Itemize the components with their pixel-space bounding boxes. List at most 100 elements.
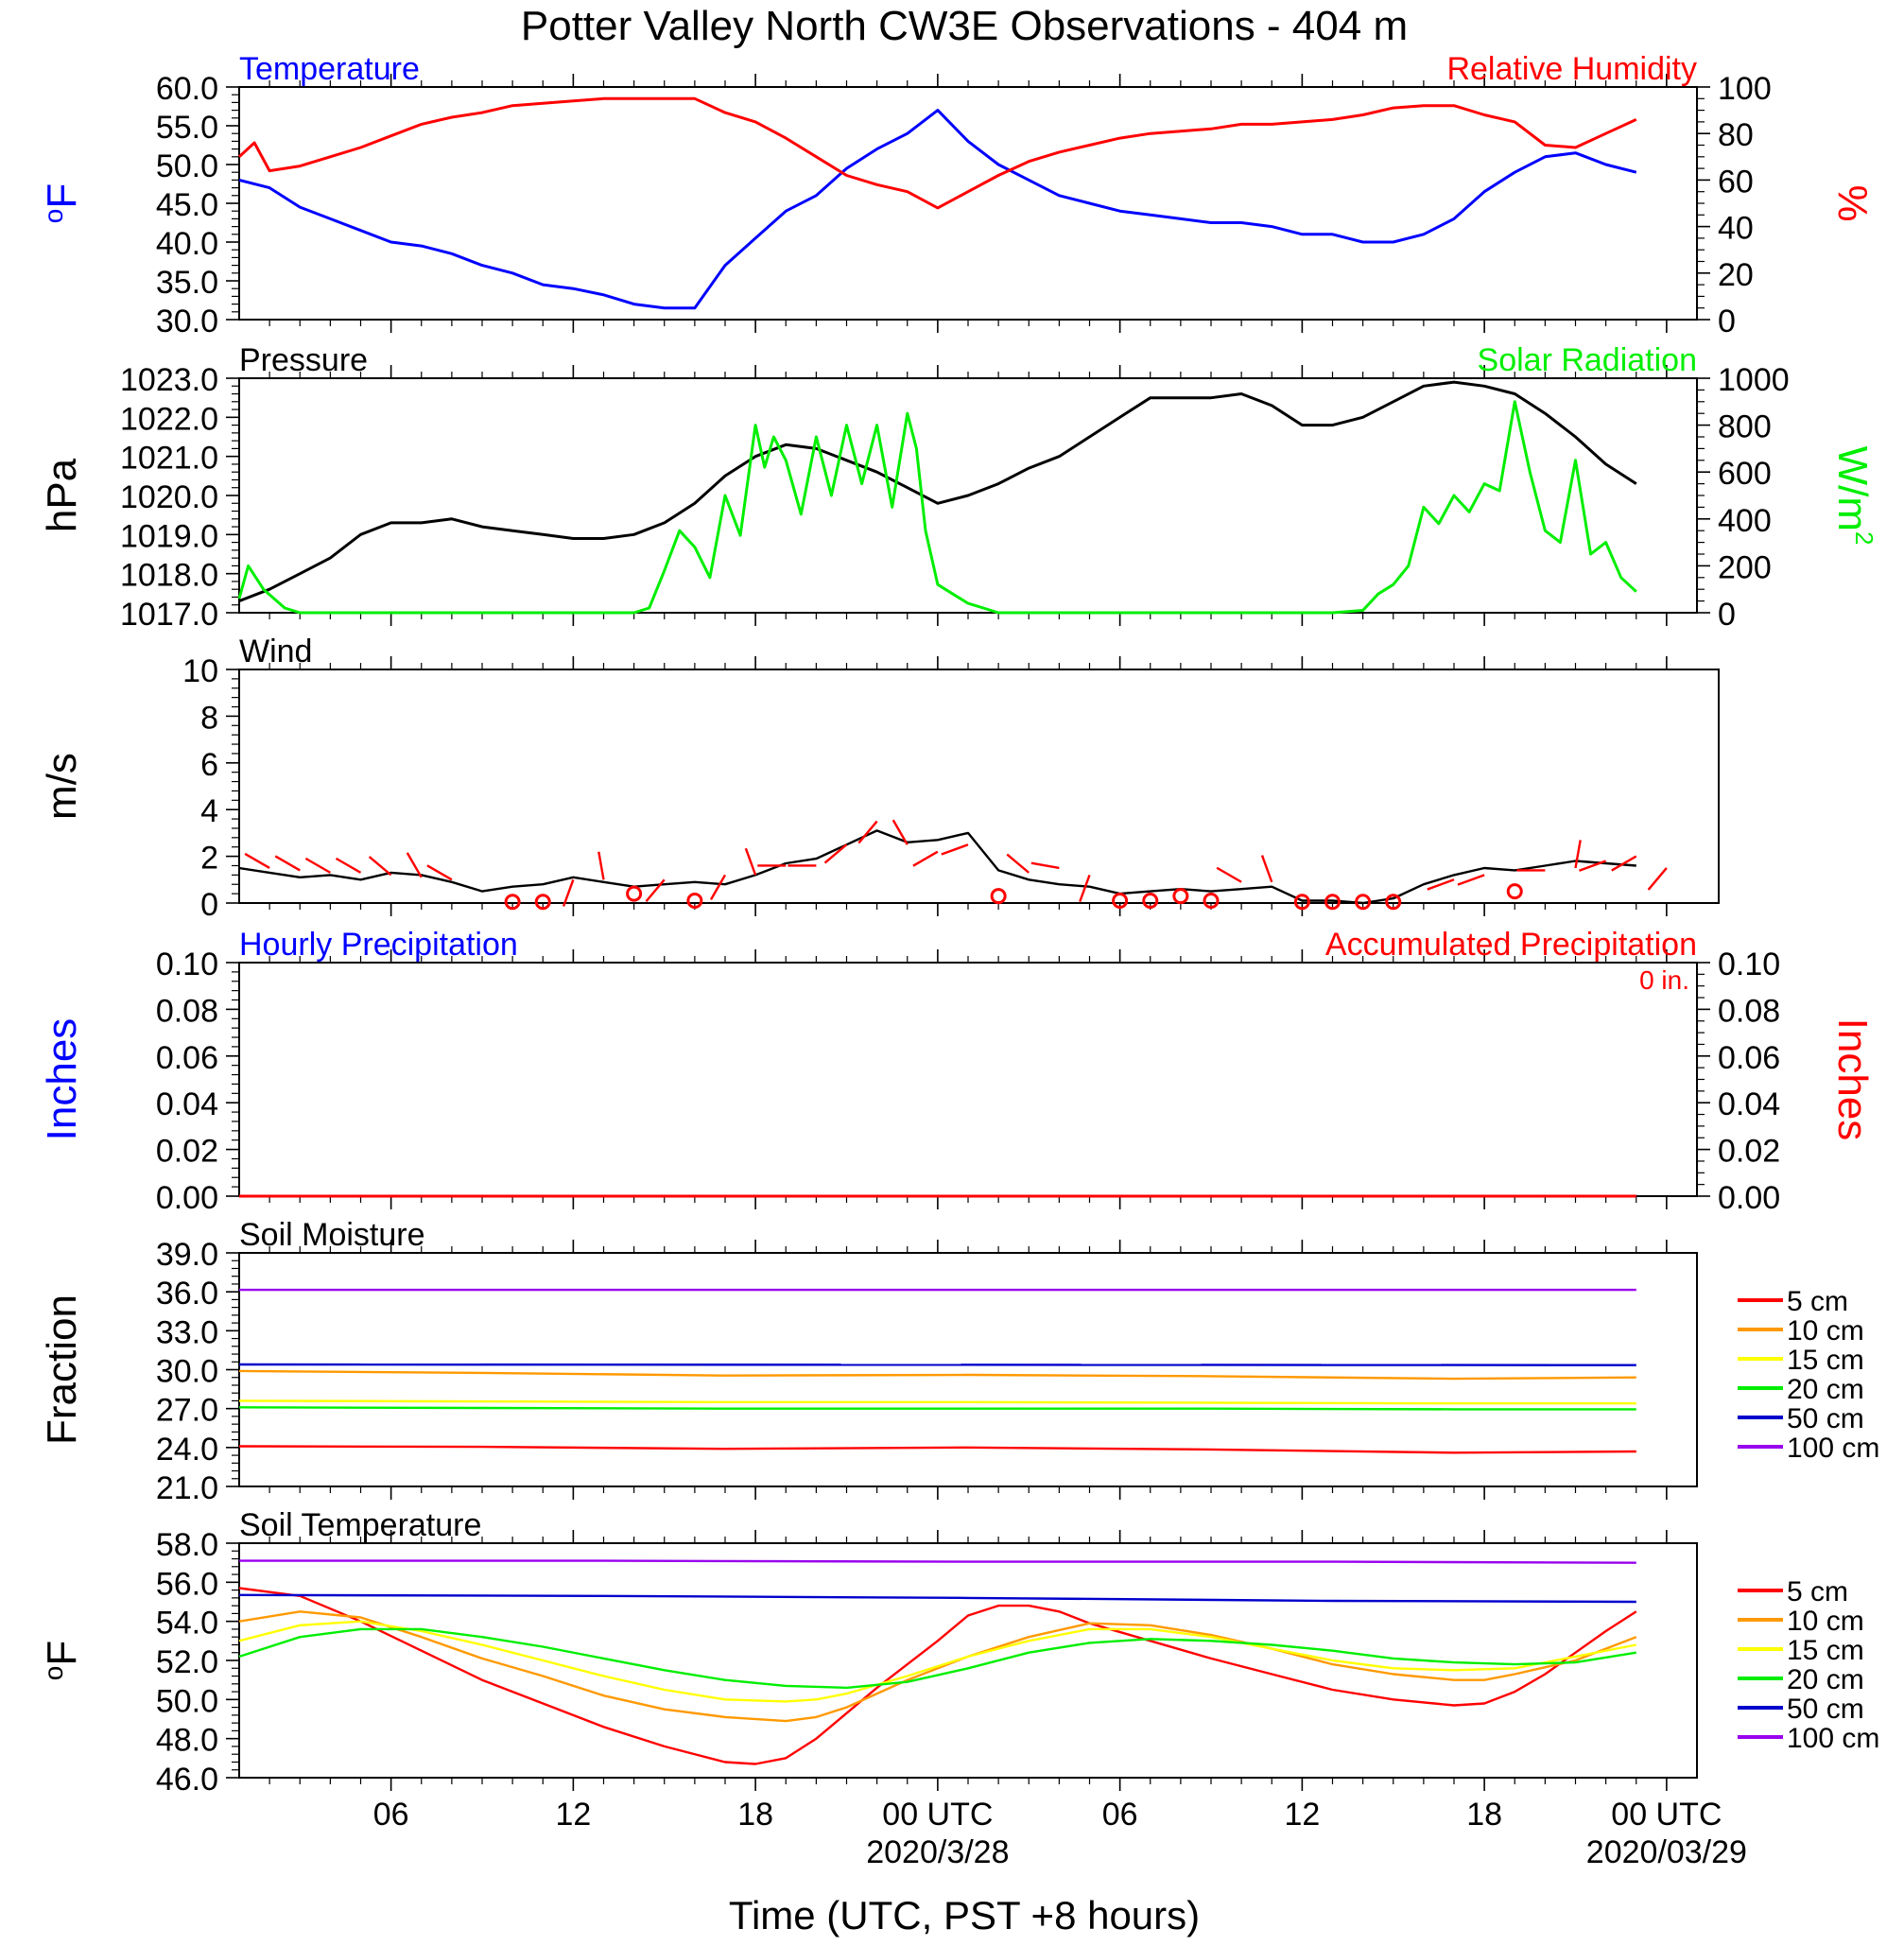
left-tick-label: 2 — [200, 841, 218, 877]
left-axis-label: hPa — [39, 458, 85, 532]
calm-wind-marker — [686, 893, 703, 910]
left-tick-label: 0.10 — [156, 947, 218, 982]
legend-label: 20 cm — [1787, 1374, 1864, 1405]
chart-panels: 30.035.040.045.050.055.060.0020406080100… — [39, 51, 1879, 1870]
legend-label: 100 cm — [1787, 1433, 1879, 1464]
legend-label: 15 cm — [1787, 1635, 1864, 1666]
left-tick-label: 0.02 — [156, 1134, 218, 1170]
right-tick-label: 0.08 — [1718, 993, 1780, 1029]
left-tick-label: 40.0 — [156, 226, 218, 262]
wind-panel: 0 2 4 6 8 10 Wind m/s — [39, 634, 1720, 923]
precipitation-panel: 0.00 0.02 0.04 0.06 0.08 0.10 0.00 0.02 0.04 0.06… — [39, 927, 1876, 1216]
calm-wind-marker — [626, 885, 643, 902]
left-tick-label: 0.04 — [156, 1086, 218, 1122]
right-axis-label-text: % — [1829, 184, 1876, 221]
calm-wind-marker — [1112, 893, 1129, 910]
temperature_humidity-left-title: Temperature — [239, 51, 420, 87]
wind-barb — [1457, 874, 1485, 886]
precipitation-right-title: Accumulated Precipitation — [1325, 927, 1697, 963]
left-tick-label: 30.0 — [156, 1354, 218, 1390]
left-tick-label: 24.0 — [156, 1432, 218, 1468]
series-line-100-cm — [239, 1559, 1636, 1564]
wind-barb — [1579, 860, 1607, 872]
left-tick-label: 52.0 — [156, 1644, 218, 1680]
left-tick-label: 50.0 — [156, 148, 218, 184]
series-line-solar-radiation — [237, 400, 1637, 615]
calm-wind-marker — [1324, 894, 1341, 911]
left-tick-label: 1020.0 — [120, 479, 218, 515]
wind-barb — [823, 843, 848, 864]
soil_moisture-left-title: Soil Moisture — [239, 1217, 425, 1253]
right-tick-label: 1000 — [1718, 362, 1790, 398]
right-tick-label: 800 — [1718, 409, 1772, 445]
calm-wind-marker — [1506, 883, 1523, 900]
left-tick-label: 0.00 — [156, 1180, 218, 1216]
left-tick-label: 0.08 — [156, 993, 218, 1029]
series-line-50-cm — [238, 1593, 1636, 1604]
series-line-15-cm — [238, 1399, 1636, 1405]
left-tick-label: 33.0 — [156, 1314, 218, 1350]
right-tick-label: 100 — [1718, 71, 1772, 107]
wind-barb — [709, 874, 727, 900]
right-tick-label: 0 — [1718, 304, 1736, 339]
legend-label: 100 cm — [1787, 1723, 1879, 1754]
pressure_solar-right-title: Solar Radiation — [1478, 342, 1697, 378]
right-tick-label: 0.10 — [1718, 947, 1780, 982]
wind-barb — [1030, 861, 1060, 870]
right-axis-label: % — [1829, 184, 1876, 221]
calm-wind-marker — [1142, 893, 1159, 910]
x-tick-label: 00 UTC — [1611, 1797, 1722, 1833]
series-line-20-cm — [238, 1406, 1636, 1411]
wind-barb — [426, 864, 453, 881]
right-tick-label: 40 — [1718, 211, 1754, 247]
right-axis-label: W/m2 — [1829, 446, 1878, 546]
wind-barb — [1260, 855, 1273, 883]
calm-wind-marker — [990, 888, 1007, 905]
right-tick-label: 0.02 — [1718, 1134, 1780, 1170]
left-axis-label: Inches — [39, 1018, 85, 1141]
left-tick-label: 1022.0 — [120, 401, 218, 437]
x-tick-label: 06 — [373, 1797, 409, 1833]
left-axis-label: m/s — [39, 753, 85, 820]
calm-wind-marker — [534, 894, 551, 911]
right-tick-label: 0 — [1718, 597, 1736, 633]
temperature_humidity-right-title: Relative Humidity — [1446, 51, 1697, 87]
right-tick-label: 80 — [1718, 117, 1754, 153]
calm-wind-marker — [504, 894, 521, 911]
right-tick-label: 0.00 — [1718, 1180, 1780, 1216]
wind-barb — [857, 820, 878, 844]
left-tick-label: 0 — [200, 887, 218, 923]
wind-barb — [304, 857, 331, 874]
legend-label: 10 cm — [1787, 1315, 1864, 1347]
left-tick-label: 48.0 — [156, 1723, 218, 1759]
x-tick-label: 18 — [737, 1797, 773, 1833]
left-tick-label: 35.0 — [156, 265, 218, 301]
degree-o: o — [39, 209, 68, 224]
right-tick-label: 600 — [1718, 456, 1772, 492]
left-tick-label: 0.06 — [156, 1040, 218, 1076]
wind-barb — [1079, 874, 1091, 902]
left-tick-label: 4 — [200, 793, 218, 829]
series-line-temperature — [238, 109, 1637, 310]
x-tick-label: 18 — [1466, 1797, 1502, 1833]
left-tick-label: 54.0 — [156, 1606, 218, 1642]
legend-label: 5 cm — [1787, 1286, 1848, 1317]
calm-wind-marker — [1293, 894, 1310, 911]
left-tick-label: 1023.0 — [120, 362, 218, 398]
left-tick-label: 39.0 — [156, 1237, 218, 1273]
left-tick-label: 30.0 — [156, 304, 218, 339]
left-axis-label: oF — [39, 183, 85, 223]
calm-wind-marker — [1203, 893, 1220, 910]
left-tick-label: 60.0 — [156, 71, 218, 107]
left-tick-label: 21.0 — [156, 1470, 218, 1506]
wind-barb — [1427, 878, 1455, 891]
left-tick-label: 10 — [182, 653, 218, 689]
right-axis-label-text: Inches — [1829, 1018, 1876, 1141]
legend-label: 5 cm — [1787, 1576, 1848, 1607]
right-axis-label-text: W/m — [1829, 446, 1876, 531]
series-line-5-cm — [238, 1587, 1637, 1765]
left-tick-label: 45.0 — [156, 187, 218, 223]
left-tick-label: 58.0 — [156, 1527, 218, 1563]
precipitation-left-title: Hourly Precipitation — [239, 927, 518, 963]
